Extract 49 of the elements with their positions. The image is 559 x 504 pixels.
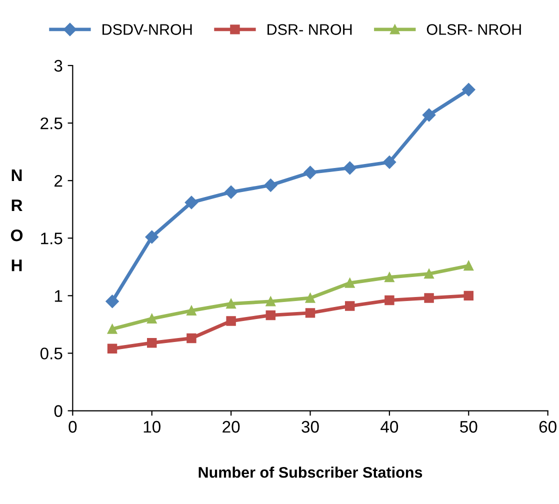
point bbox=[186, 306, 196, 316]
point bbox=[344, 278, 355, 288]
point bbox=[266, 296, 276, 306]
point bbox=[266, 310, 276, 320]
x-tick-label: 30 bbox=[302, 420, 319, 433]
legend-label: DSDV-NROH bbox=[102, 24, 192, 35]
point bbox=[462, 83, 476, 96]
x-tick-label: 50 bbox=[460, 420, 478, 433]
y-tick-label: 0.5 bbox=[40, 348, 62, 360]
y-tick-label: 2 bbox=[54, 175, 62, 187]
point bbox=[147, 338, 157, 348]
point bbox=[226, 298, 236, 309]
x-tick-label: 40 bbox=[380, 420, 398, 433]
point bbox=[145, 230, 158, 244]
y-axis-title: NROH bbox=[10, 170, 23, 272]
x-tick-label: 0 bbox=[68, 420, 77, 433]
x-tick-label: 60 bbox=[539, 420, 556, 433]
point bbox=[147, 314, 157, 324]
point bbox=[305, 293, 316, 303]
point bbox=[264, 178, 278, 192]
point bbox=[305, 308, 316, 318]
legend-label: OLSR- NROH bbox=[426, 24, 521, 35]
point bbox=[106, 294, 119, 308]
point bbox=[344, 301, 355, 311]
point bbox=[184, 196, 198, 210]
y-tick-label: 1.5 bbox=[41, 232, 62, 244]
point bbox=[107, 324, 118, 334]
x-tick-label: 20 bbox=[222, 420, 240, 433]
point bbox=[186, 333, 196, 344]
y-tick-label: 2.5 bbox=[40, 117, 62, 130]
legend-label: DSR- NROH bbox=[268, 24, 352, 35]
y-tick-label: 0 bbox=[54, 405, 62, 417]
point bbox=[304, 166, 317, 180]
y-tick-label: 3 bbox=[54, 60, 62, 72]
point bbox=[382, 156, 396, 169]
point bbox=[422, 108, 436, 122]
point bbox=[464, 260, 474, 271]
point bbox=[464, 290, 474, 301]
x-tick-label: 10 bbox=[144, 420, 160, 433]
point bbox=[424, 293, 434, 303]
point bbox=[384, 295, 394, 306]
point bbox=[343, 161, 356, 175]
x-axis-title: Number of Subscriber Stations bbox=[198, 466, 422, 478]
point bbox=[107, 344, 118, 354]
y-tick-label: 1 bbox=[54, 290, 62, 302]
point bbox=[224, 186, 238, 199]
point bbox=[226, 316, 236, 326]
point bbox=[384, 272, 394, 282]
point bbox=[424, 268, 434, 279]
